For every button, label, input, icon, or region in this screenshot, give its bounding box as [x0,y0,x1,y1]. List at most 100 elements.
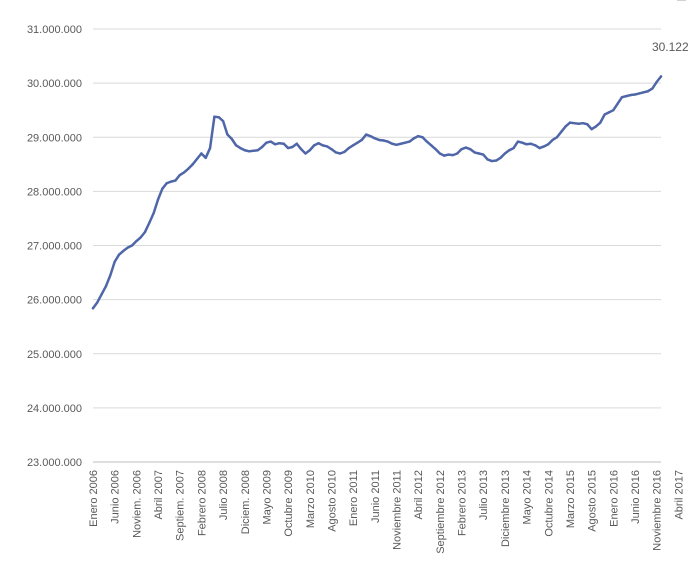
data-point [243,149,246,152]
data-point [143,230,147,234]
data-point [213,115,216,118]
data-point [373,137,377,140]
x-tick-label: Agosto 2010 [326,470,338,532]
y-tick-label: 23.000.000 [27,457,82,469]
x-tick-label: Septiembre 2012 [435,470,447,554]
x-tick-label: Enero 2016 [608,470,620,527]
data-point [317,142,320,145]
data-point [642,91,645,94]
data-point [234,144,238,147]
x-tick-label: Diciembre 2013 [500,470,512,547]
data-point [252,149,255,152]
data-point [299,147,303,151]
data-point [386,140,390,143]
data-point [117,253,121,256]
data-point [347,146,351,150]
data-point [629,93,632,97]
data-point [529,142,533,145]
data-point [651,87,654,90]
data-point [382,139,385,142]
x-tick-label: Abril 2012 [413,470,425,520]
data-point [521,141,524,144]
data-point [425,140,429,143]
data-point [295,142,298,145]
data-point [508,149,511,152]
data-point [156,198,160,201]
y-tick-label: 27.000.000 [27,241,82,253]
data-point [230,137,233,141]
data-point [412,137,416,140]
data-point [325,145,329,148]
data-point [547,143,550,146]
x-tick-label: Noviembre 2011 [392,470,404,550]
data-point [221,119,225,123]
data-point [312,144,316,147]
data-point [646,90,650,93]
data-point [469,147,472,151]
data-point [403,141,407,144]
data-point [534,144,537,147]
data-point [135,239,138,243]
x-tick-label: Marzo 2015 [565,470,577,528]
data-point [516,140,520,143]
x-tick-label: Mayo 2009 [261,470,273,524]
data-point [282,142,285,145]
data-point [100,293,103,296]
y-tick-label: 29.000.000 [27,132,82,144]
data-point [126,246,129,249]
x-tick-label: Junio 2016 [630,470,642,524]
data-point [477,152,481,155]
data-point [369,134,372,138]
y-tick-label: 30.000.000 [27,78,82,90]
data-point [581,121,585,125]
y-tick-label: 31.000.000 [27,24,82,36]
data-point [356,141,359,144]
data-point [499,156,502,160]
x-tick-label: Febrero 2008 [196,470,208,536]
data-point [586,123,589,126]
data-point [161,187,164,190]
data-point [260,145,264,149]
data-point [655,80,658,84]
data-point [594,125,598,128]
data-point [577,122,580,125]
data-point [239,146,242,150]
x-tick-label: Julio 2008 [218,470,230,520]
data-point [165,182,168,185]
data-point [503,152,507,155]
data-point [590,127,593,131]
data-point [334,151,338,154]
data-point [338,152,342,155]
y-axis-tick-labels: 23.000.000 24.000.000 25.000.000 26.000.000… [27,24,82,469]
data-point [195,157,199,161]
data-point [551,138,554,142]
data-point [638,92,641,95]
data-point [473,151,476,154]
x-tick-label: Junio 2006 [110,470,122,524]
series-layer [91,75,663,310]
data-point [109,274,112,277]
data-point [564,125,567,128]
data-point [256,149,259,152]
data-point [434,147,437,151]
data-point [486,158,489,161]
data-point [416,134,420,138]
data-point [399,142,403,145]
gridlines [93,28,661,463]
y-tick-label: 24.000.000 [27,403,82,415]
data-point [607,111,611,114]
data-point [273,143,277,146]
data-point [599,121,602,124]
data-point [612,108,615,112]
data-label: 30.122.681 [652,40,688,54]
data-point [308,149,311,152]
data-point [278,142,281,145]
data-point [174,179,177,182]
data-point [208,146,212,150]
x-tick-label: Octubre 2014 [543,470,555,537]
data-point [603,113,606,116]
x-tick-label: Octubre 2009 [283,470,295,537]
data-point [542,145,546,148]
data-point [286,146,290,150]
